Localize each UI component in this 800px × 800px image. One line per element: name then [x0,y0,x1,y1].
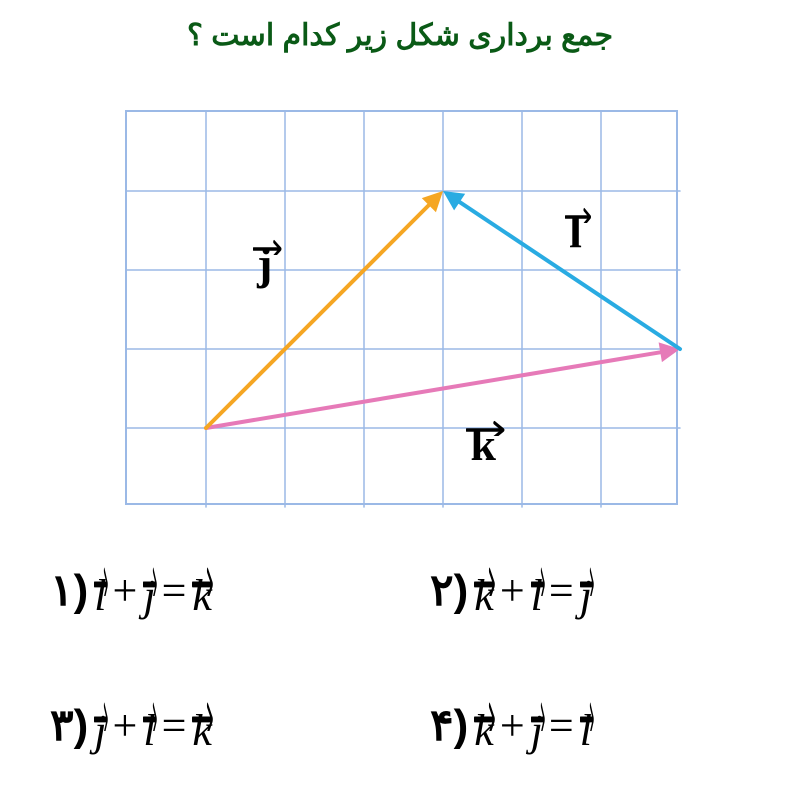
option-4[interactable]: ۴) k + j = l [430,695,592,756]
option-3[interactable]: ۳) j + l = k [50,695,212,756]
vector-label-k: k [470,412,496,471]
option-number: ۲) [430,565,468,616]
option-2[interactable]: ۲) k + l = j [430,560,592,621]
option-number: ۴) [430,700,468,751]
vector-label-l: l [569,199,582,258]
option-number: ۱) [50,565,88,616]
vector-label-j: j [257,231,272,290]
question-title: جمع برداری شکل زیر کدام است ؟ [0,18,800,53]
vector-diagram-svg [127,112,680,507]
option-number: ۳) [50,700,88,751]
option-1[interactable]: ۱) l + j = k [50,560,212,621]
vector-diagram: j l k [125,110,678,505]
